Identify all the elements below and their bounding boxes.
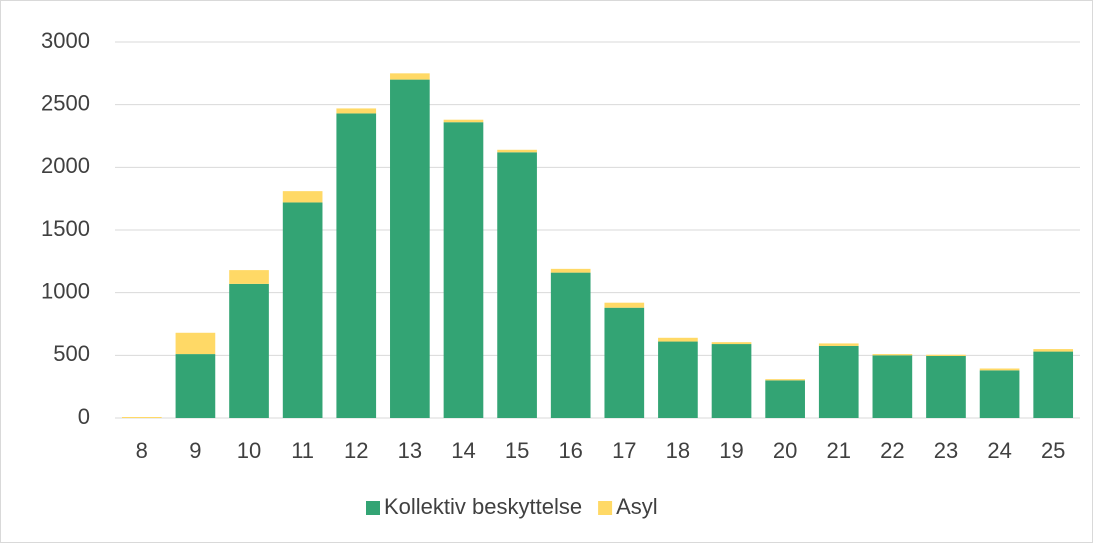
legend-swatch <box>366 501 380 515</box>
bar-segment <box>711 342 752 345</box>
bar-segment <box>175 332 216 355</box>
bar-segment <box>604 302 645 308</box>
bar-segment <box>550 268 591 273</box>
x-tick-label: 19 <box>719 438 743 463</box>
y-tick-label: 0 <box>78 404 90 429</box>
x-tick-label: 9 <box>189 438 201 463</box>
bar-segment <box>711 344 752 418</box>
legend-swatch <box>598 501 613 515</box>
bar-segment <box>443 119 484 123</box>
bar-segment <box>658 337 698 342</box>
y-tick-label: 2000 <box>41 153 90 178</box>
y-tick-label: 1000 <box>41 278 90 303</box>
x-tick-label: 22 <box>880 438 904 463</box>
x-tick-label: 24 <box>987 438 1011 463</box>
x-tick-label: 20 <box>773 438 797 463</box>
legend-label: Asyl <box>616 494 658 519</box>
y-tick-label: 3000 <box>41 28 90 53</box>
bar-segment <box>282 202 323 418</box>
bar-segment <box>818 345 859 418</box>
bar-segment <box>390 79 430 418</box>
bar-segment <box>121 416 162 418</box>
bar-segment <box>872 354 913 356</box>
x-tick-label: 8 <box>136 438 148 463</box>
bar-segment <box>550 272 591 418</box>
bar-segment <box>497 149 537 153</box>
bar-segment <box>765 380 805 418</box>
bar-segment <box>604 307 645 418</box>
x-tick-label: 25 <box>1041 438 1065 463</box>
bar-segment <box>443 122 484 419</box>
x-tick-label: 12 <box>344 438 368 463</box>
bar-segment <box>1033 349 1074 352</box>
bar-segment <box>497 152 537 418</box>
bar-segment <box>979 368 1020 371</box>
x-tick-label: 18 <box>666 438 690 463</box>
x-tick-label: 21 <box>827 438 851 463</box>
bar-segment <box>1033 351 1074 418</box>
bar-segment <box>282 191 323 203</box>
x-tick-label: 15 <box>505 438 529 463</box>
bar-segment <box>926 354 966 356</box>
bar-segment <box>336 108 377 114</box>
x-tick-label: 14 <box>451 438 475 463</box>
x-tick-label: 17 <box>612 438 636 463</box>
bar-segment <box>979 370 1020 418</box>
bar-segment <box>390 73 430 80</box>
bar-segment <box>765 379 805 381</box>
y-tick-label: 2500 <box>41 90 90 115</box>
x-tick-label: 11 <box>291 438 314 463</box>
bar-segment <box>336 113 377 418</box>
bar-segment <box>658 341 698 418</box>
bar-segment <box>818 343 859 346</box>
bar-segment <box>229 270 269 284</box>
x-tick-label: 13 <box>398 438 422 463</box>
y-tick-label: 500 <box>53 341 90 366</box>
x-tick-label: 16 <box>558 438 582 463</box>
bar-segment <box>229 283 269 418</box>
bar-segment <box>175 354 216 418</box>
x-tick-label: 23 <box>934 438 958 463</box>
bar-segment <box>926 355 966 418</box>
x-tick-label: 10 <box>237 438 261 463</box>
bar-segment <box>872 355 913 418</box>
legend-label: Kollektiv beskyttelse <box>384 494 582 519</box>
y-tick-label: 1500 <box>41 216 90 241</box>
